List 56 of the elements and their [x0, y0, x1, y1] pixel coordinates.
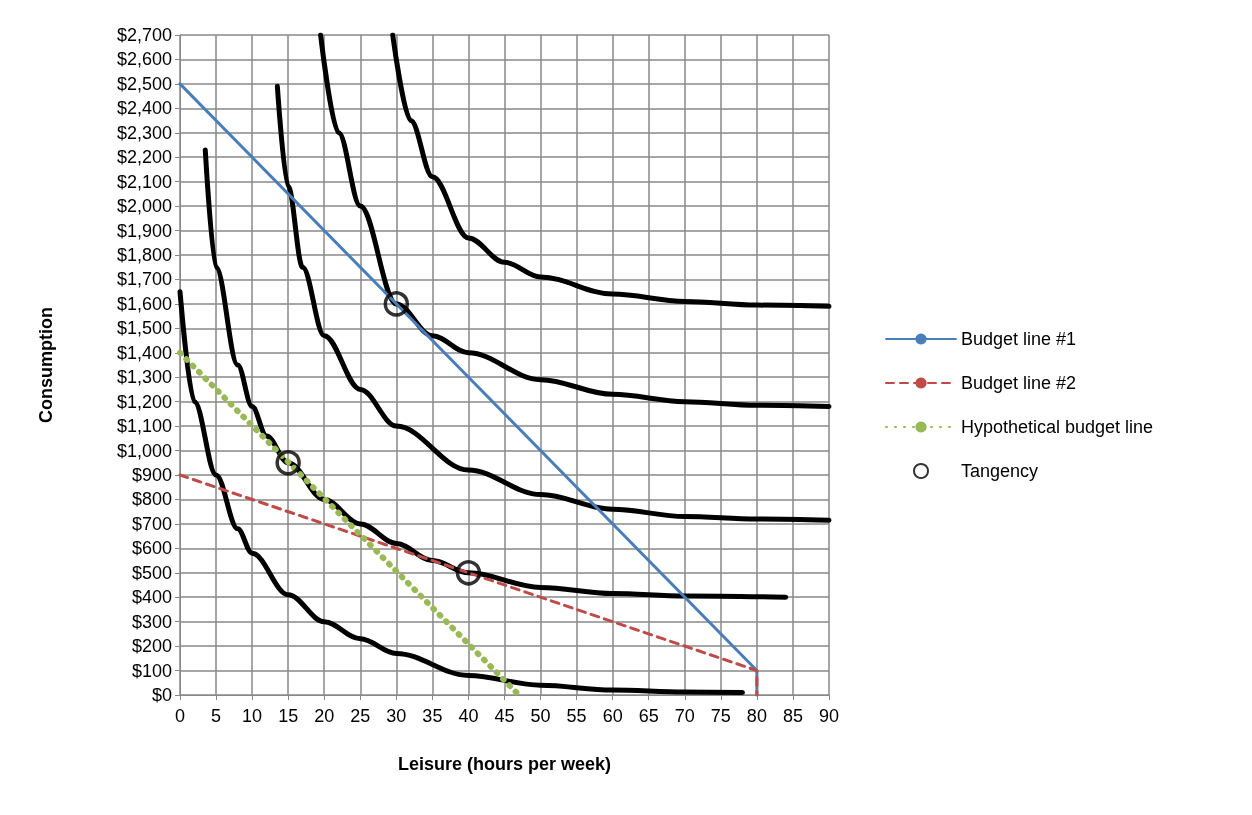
x-tick-label: 60: [602, 706, 623, 726]
x-tick-label: 5: [211, 706, 222, 726]
y-tick-label: $1,000: [116, 440, 172, 461]
legend-label: Budget line #1: [961, 329, 1077, 349]
y-tick-label: $1,300: [116, 367, 172, 388]
y-tick-label: $300: [131, 611, 172, 632]
x-tick-label: 35: [422, 706, 443, 726]
y-tick-label: $1,800: [116, 245, 172, 265]
x-tick-label: 70: [674, 706, 695, 726]
y-tick-label: $700: [131, 513, 172, 534]
y-tick-label: $2,000: [116, 196, 172, 217]
x-tick-label: 10: [242, 706, 263, 726]
point: [383, 291, 410, 317]
x-tick-label: 80: [746, 706, 767, 726]
x-tick-label: 90: [818, 706, 840, 726]
y-tick-label: $1,200: [116, 391, 172, 412]
y-tick-label: $1,400: [116, 342, 172, 363]
y-tick-label: $200: [131, 636, 172, 657]
y-tick-label: $500: [131, 562, 172, 583]
y-tick-label: $100: [131, 660, 172, 681]
x-tick-label: 0: [174, 706, 186, 726]
x-tick-label: 45: [494, 706, 515, 726]
y-tick-label: $1,900: [116, 220, 172, 241]
point: [455, 560, 482, 586]
y-tick-label: $2,300: [116, 122, 172, 143]
x-axis-title: Leisure (hours per week): [397, 754, 612, 774]
x-tick-label: 30: [386, 706, 407, 726]
x-tick-label: 65: [638, 706, 659, 726]
x-tick-label: 25: [350, 706, 371, 726]
y-tick-label: $600: [131, 538, 172, 559]
x-tick-label: 15: [278, 706, 299, 726]
y-tick-label: $2,600: [116, 49, 172, 70]
y-tick-label: $1,100: [116, 416, 172, 437]
y-tick-label: $2,500: [116, 73, 172, 94]
y-tick-label: $0: [151, 685, 172, 705]
legend-label: Tangency: [961, 461, 1039, 481]
y-tick-label: $400: [131, 587, 172, 608]
x-tick-label: 75: [710, 706, 731, 726]
x-tick-label: 55: [566, 706, 587, 726]
legend-label: Budget line #2: [961, 373, 1077, 393]
legend-label: Hypothetical budget line: [961, 417, 1154, 437]
point: [275, 450, 301, 476]
y-tick-label: $1,600: [116, 293, 172, 314]
x-tick-label: 50: [530, 706, 551, 726]
y-tick-label: $1,700: [116, 269, 172, 290]
y-tick-label: $2,100: [116, 171, 172, 192]
y-tick-label: $800: [131, 489, 172, 510]
y-tick-label: $1,500: [116, 318, 172, 339]
y-tick-label: $900: [131, 465, 172, 485]
y-tick-label: $2,700: [116, 25, 172, 45]
x-tick-label: 85: [782, 706, 803, 726]
y-axis-title: Consumption: [36, 307, 56, 423]
y-tick-label: $2,400: [116, 98, 172, 119]
y-tick-label: $2,200: [116, 147, 172, 168]
x-tick-label: 40: [458, 706, 479, 726]
x-tick-label: 20: [314, 706, 335, 726]
